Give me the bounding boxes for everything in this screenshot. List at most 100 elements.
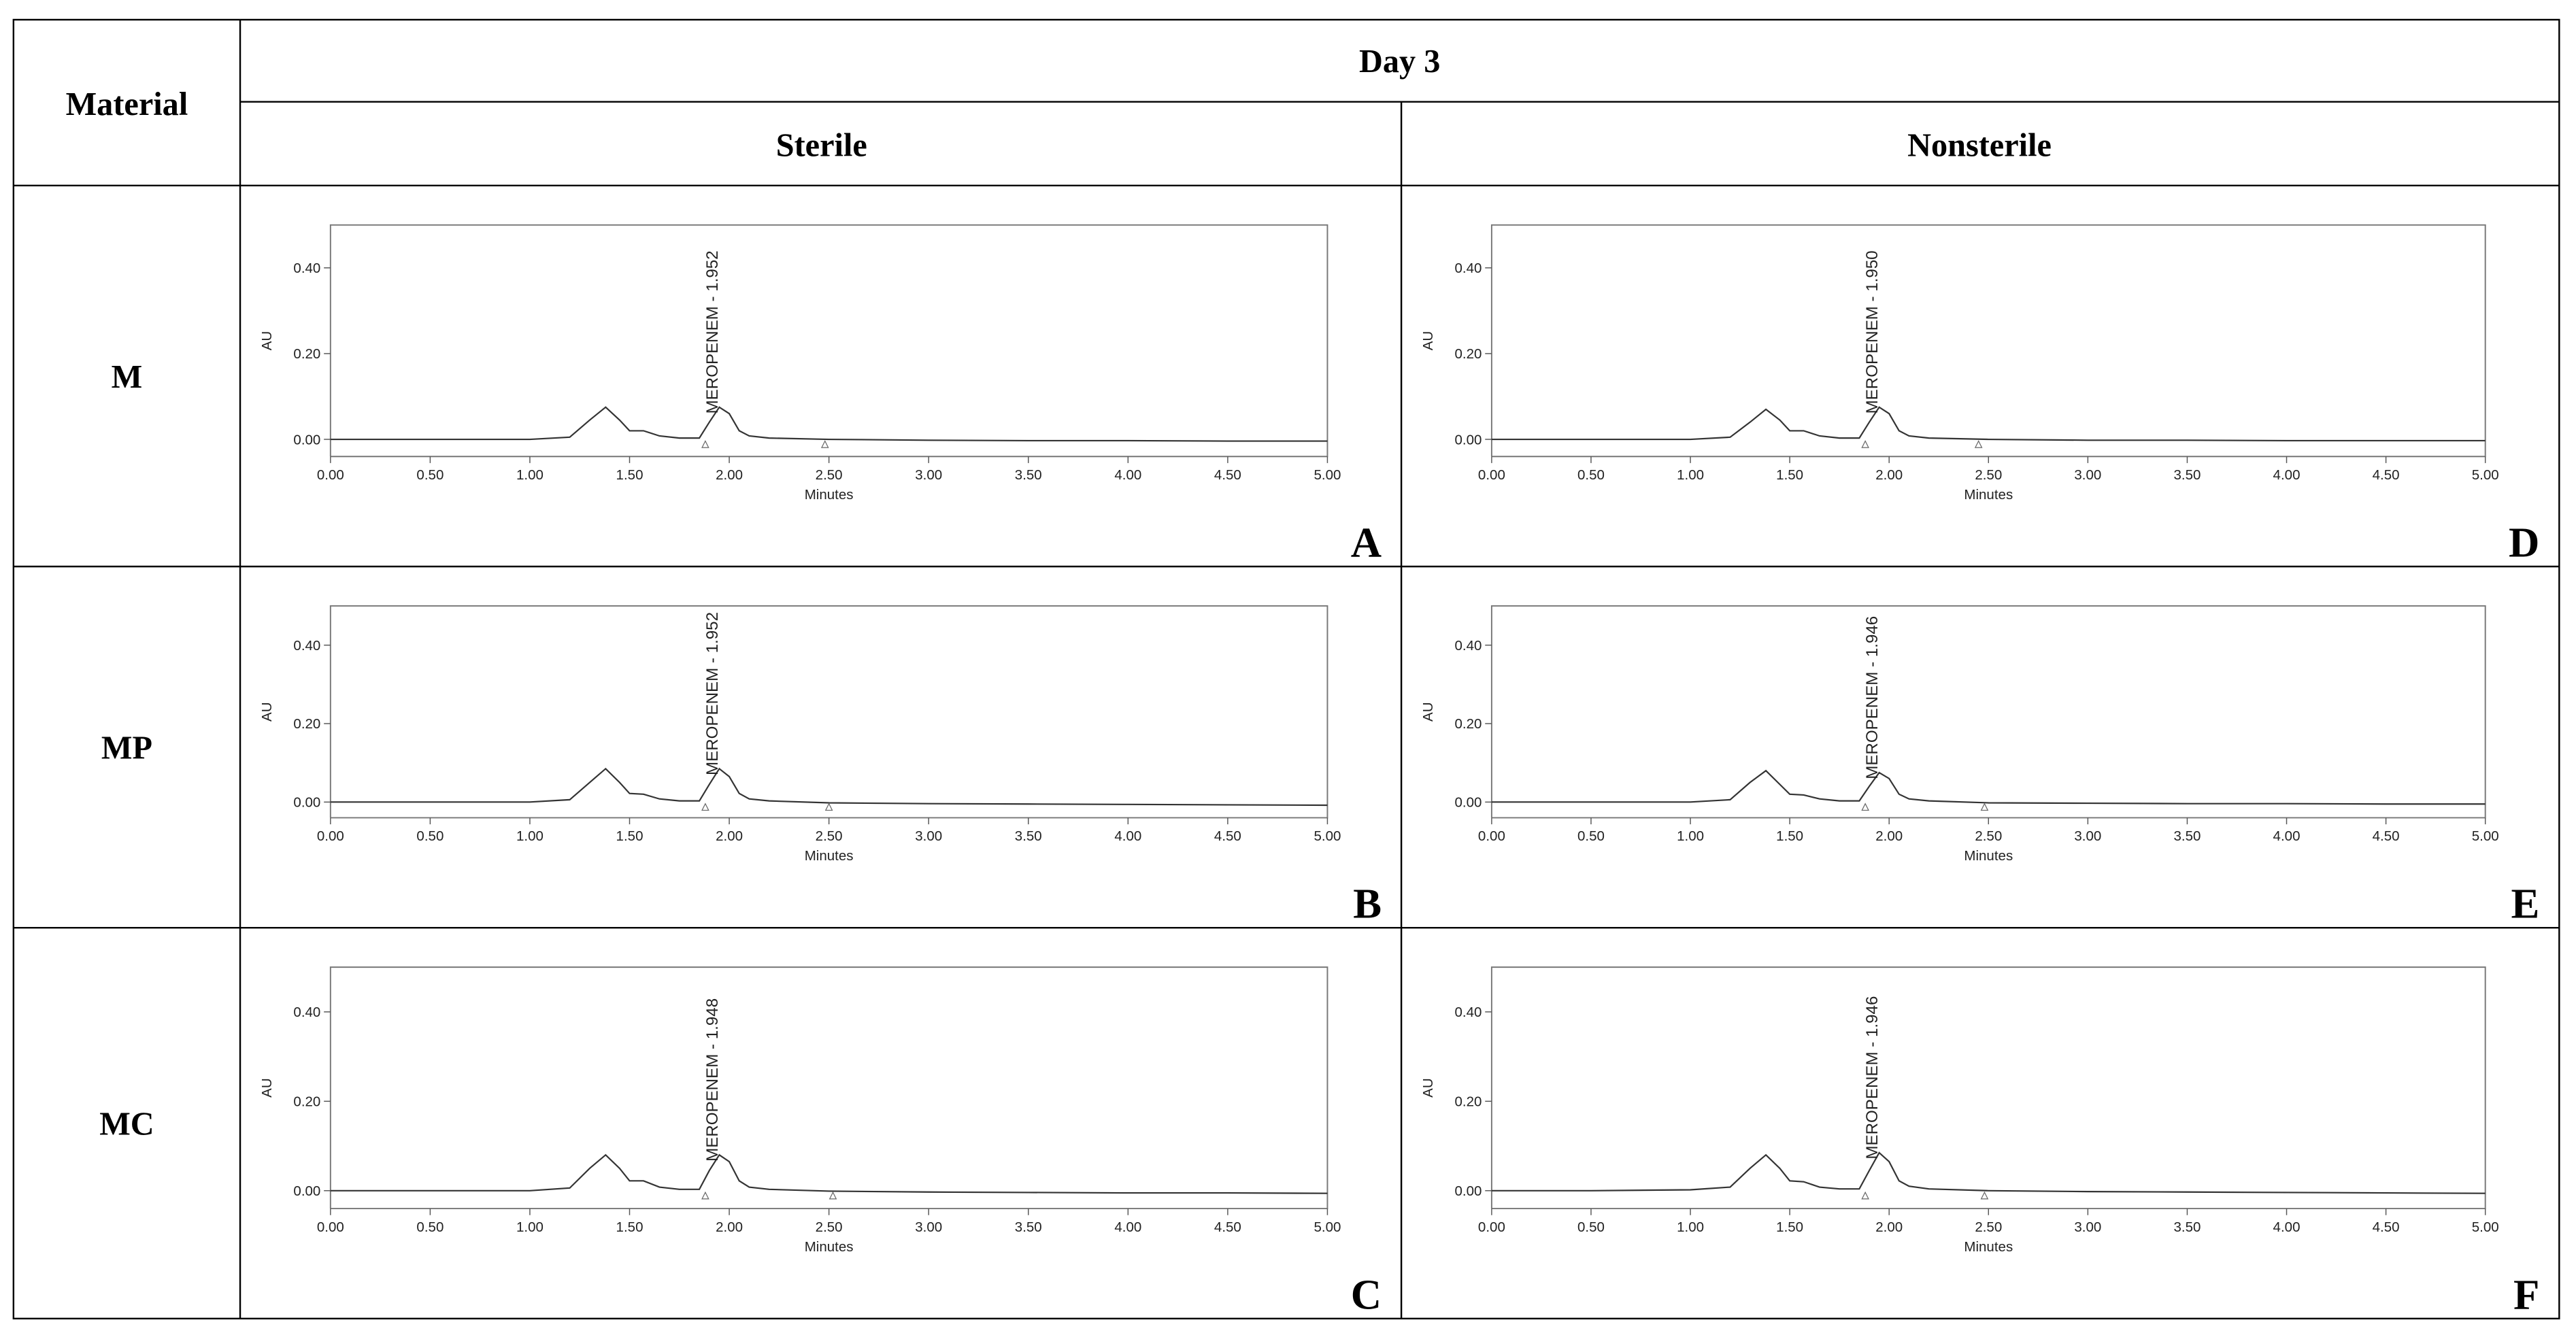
signal-trace: [330, 406, 1328, 442]
y-tick-label: 0.00: [293, 432, 320, 447]
x-tick-label: 5.00: [1314, 1219, 1341, 1235]
signal-trace: [1491, 1151, 2486, 1194]
x-tick-label: 5.00: [2472, 467, 2499, 483]
x-tick-label: 1.50: [616, 1219, 643, 1235]
x-tick-label: 0.00: [1478, 828, 1505, 844]
x-tick-label: 3.50: [2173, 1219, 2201, 1235]
chromatogram: 0.00 0.50 1.00 1.50 2.00 2.50 3.00 3.50 4.00 4.50…: [259, 966, 1382, 1318]
material-label: MC: [99, 1106, 154, 1142]
x-tick-label: 1.50: [616, 467, 643, 483]
y-tick-label: 0.20: [293, 716, 320, 732]
x-tick-label: 4.00: [1114, 467, 1141, 483]
material-label: MP: [101, 730, 152, 766]
x-tick-label: 1.50: [616, 828, 643, 844]
x-tick-label: 4.00: [2273, 467, 2301, 483]
x-tick-label: 4.00: [2273, 828, 2301, 844]
x-tick-label: 3.00: [915, 1219, 942, 1235]
integration-mark: [701, 440, 709, 448]
x-tick-label: 0.00: [1478, 1219, 1505, 1235]
y-axis-label: AU: [259, 1078, 275, 1098]
peak-annotation: MEROPENEM - 1.952: [703, 612, 722, 775]
peak-annotation: MEROPENEM - 1.946: [1863, 616, 1881, 779]
x-tick-label: 1.50: [1776, 1219, 1803, 1235]
x-tick-label: 1.50: [1776, 467, 1803, 483]
x-axis-label: Minutes: [1964, 848, 2013, 864]
panel-label: F: [2513, 1270, 2539, 1318]
x-tick-label: 3.50: [1015, 467, 1042, 483]
x-tick-label: 4.50: [2373, 828, 2400, 844]
x-tick-label: 3.00: [2074, 1219, 2101, 1235]
y-tick-label: 0.40: [293, 638, 320, 654]
plot-frame: [329, 966, 1328, 1210]
y-tick-label: 0.40: [1454, 1004, 1482, 1020]
x-tick-label: 4.50: [1214, 467, 1241, 483]
x-tick-label: 1.00: [1677, 467, 1704, 483]
x-tick-label: 0.50: [1577, 828, 1605, 844]
signal-trace: [330, 767, 1328, 807]
integration-mark: [1980, 802, 1989, 811]
group-header: Day 3: [1359, 44, 1440, 80]
x-tick-label: 3.50: [1015, 828, 1042, 844]
x-axis-label: Minutes: [1964, 1239, 2013, 1255]
integration-mark: [701, 802, 709, 811]
integration-mark: [824, 802, 833, 811]
integration-mark: [1980, 1191, 1989, 1200]
x-tick-label: 2.50: [816, 467, 843, 483]
x-axis-label: Minutes: [805, 1239, 854, 1255]
x-tick-label: 0.00: [317, 1219, 344, 1235]
x-tick-label: 5.00: [1314, 467, 1341, 483]
material-label: M: [112, 359, 143, 395]
y-tick-label: 0.00: [1454, 795, 1482, 811]
x-tick-label: 1.00: [516, 1219, 543, 1235]
integration-mark: [701, 1191, 709, 1200]
x-tick-label: 3.00: [915, 828, 942, 844]
x-tick-label: 2.50: [1975, 467, 2002, 483]
x-tick-label: 3.00: [2074, 467, 2101, 483]
y-tick-label: 0.40: [1454, 638, 1482, 654]
panel-label: E: [2511, 880, 2539, 928]
x-tick-label: 5.00: [1314, 828, 1341, 844]
y-tick-label: 0.20: [1454, 346, 1482, 362]
x-tick-label: 2.50: [1975, 828, 2002, 844]
plot-frame: [1490, 224, 2486, 458]
peak-annotation: MEROPENEM - 1.946: [1863, 996, 1881, 1160]
corner-header: Material: [66, 86, 188, 122]
y-axis-label: AU: [1420, 702, 1436, 722]
column-header: Nonsterile: [1907, 127, 2052, 163]
x-axis-label: Minutes: [805, 848, 854, 864]
x-tick-label: 0.00: [317, 467, 344, 483]
y-tick-label: 0.40: [1454, 260, 1482, 276]
y-tick-label: 0.40: [293, 1004, 320, 1020]
integration-mark: [1861, 440, 1869, 448]
x-tick-label: 5.00: [2472, 828, 2499, 844]
x-tick-label: 2.00: [716, 1219, 743, 1235]
x-tick-label: 2.00: [1875, 1219, 1903, 1235]
y-tick-label: 0.40: [293, 260, 320, 276]
x-tick-label: 0.50: [1577, 1219, 1605, 1235]
x-tick-label: 1.00: [516, 828, 543, 844]
y-tick-label: 0.20: [1454, 1094, 1482, 1110]
x-tick-label: 4.50: [2373, 1219, 2400, 1235]
y-axis-label: AU: [1420, 331, 1436, 350]
plot-frame: [329, 224, 1328, 458]
chromatogram: 0.00 0.50 1.00 1.50 2.00 2.50 3.00 3.50 4.00 4.50…: [259, 224, 1382, 567]
y-tick-label: 0.20: [293, 1094, 320, 1110]
column-header: Sterile: [776, 127, 867, 163]
x-tick-label: 3.50: [2173, 828, 2201, 844]
x-tick-label: 4.00: [2273, 1219, 2301, 1235]
x-axis-label: Minutes: [1964, 487, 2013, 503]
x-tick-label: 3.00: [2074, 828, 2101, 844]
x-tick-label: 1.00: [516, 467, 543, 483]
panel-label: D: [2509, 519, 2539, 567]
integration-mark: [1861, 1191, 1869, 1200]
chromatogram: 0.00 0.50 1.00 1.50 2.00 2.50 3.00 3.50 4.00 4.50…: [1420, 224, 2539, 567]
x-tick-label: 1.00: [1677, 828, 1704, 844]
peak-annotation: MEROPENEM - 1.948: [703, 998, 722, 1162]
x-tick-label: 4.50: [2373, 467, 2400, 483]
x-tick-label: 0.00: [1478, 467, 1505, 483]
y-axis-label: AU: [259, 702, 275, 722]
x-tick-label: 0.00: [317, 828, 344, 844]
chromatogram: 0.00 0.50 1.00 1.50 2.00 2.50 3.00 3.50 4.00 4.50…: [1420, 966, 2539, 1318]
y-axis-label: AU: [259, 331, 275, 350]
x-tick-label: 0.50: [416, 467, 444, 483]
